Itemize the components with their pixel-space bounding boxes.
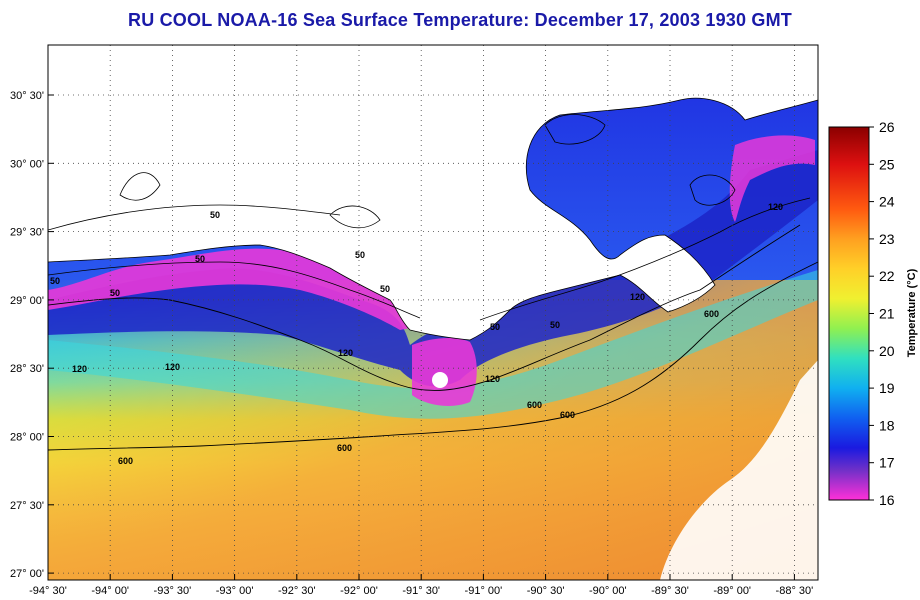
contour-label-600-e: 600 [704,309,719,319]
map-area: 50 50 50 50 50 50 50 50 120 120 120 120 … [48,45,818,580]
contour-label-600-c: 600 [527,400,542,410]
lon-tick-label: -94° 00' [91,585,129,597]
lake-pontchartrain [544,114,606,145]
contour-50-nearshore [48,204,341,231]
lat-tick-label: 30° 00' [10,158,44,170]
lon-tick-label: -91° 30' [402,585,440,597]
colorbar-tick-label: 20 [879,343,895,359]
lon-tick-label: -91° 00' [465,585,503,597]
lat-tick-label: 28° 00' [10,432,44,444]
colorbar-tick-label: 19 [879,380,895,396]
lon-tick-label: -90° 00' [589,585,627,597]
lon-tick-label: -93° 00' [216,585,254,597]
contour-label-50-b: 50 [110,288,120,298]
coldest-nearshore-west [48,248,410,330]
lat-tick-label: 27° 30' [10,500,44,512]
contour-label-50-f: 50 [380,284,390,294]
longitude-axis: -94° 30' -94° 00' -93° 30' -93° 00' -92° 30'… [29,574,813,597]
lat-tick-label: 29° 00' [10,295,44,307]
contour-label-600-b: 600 [337,443,352,453]
colorbar [828,126,870,501]
cloud-mask-patch [660,360,818,580]
map-frame [47,44,819,581]
contour-label-120-b: 120 [165,362,180,372]
contour-label-120-a: 120 [72,364,87,374]
contour-label-50-c: 50 [195,254,205,264]
cold-shelf-water [48,150,818,387]
contour-label-50-h: 50 [550,320,560,330]
contour-50-east [479,197,811,321]
lon-tick-label: -92° 00' [340,585,378,597]
contour-label-50-e: 50 [355,250,365,260]
contour-label-120-d: 120 [485,374,500,384]
cool-front [48,270,818,419]
colorbar-tick-label: 26 [879,119,895,135]
colorbar-tick-label: 18 [879,417,895,433]
contour-600 [48,261,818,451]
lon-tick-label: -90° 30' [527,585,565,597]
contour-label-120-f: 120 [768,202,783,212]
lat-tick-label: 29° 30' [10,227,44,239]
contour-label-50-d: 50 [210,210,220,220]
latitude-axis: 30° 30' 30° 00' 29° 30' 29° 00' 28° 30' 28° 0… [10,90,54,580]
contour-label-600-a: 600 [118,456,133,466]
contour-120 [48,224,801,391]
colorbar-tick-label: 16 [879,492,895,508]
contour-label-50-g: 50 [490,322,500,332]
colorbar-tick-label: 22 [879,268,895,284]
lat-tick-label: 27° 00' [10,568,44,580]
lon-tick-label: -92° 30' [278,585,316,597]
coldest-nearshore-east [729,135,815,222]
contour-label-600-d: 600 [560,410,575,420]
colorbar-ticks: 26 25 24 23 22 21 20 19 18 17 16 [869,119,895,508]
lat-tick-label: 30° 30' [10,90,44,102]
contour-label-120-c: 120 [338,348,353,358]
colorbar-tick-label: 17 [879,455,895,471]
colorbar-label: Temperature (°C) [906,268,918,357]
colorbar-tick-label: 24 [879,194,895,210]
lon-tick-label: -93° 30' [154,585,192,597]
sabine-lake [119,172,161,201]
contour-50-west [48,261,421,319]
cloud-mask-spot [432,372,448,388]
vermilion-bay [329,205,381,229]
lon-tick-label: -88° 30' [776,585,814,597]
lon-tick-label: -94° 30' [29,585,67,597]
lon-tick-label: -89° 30' [651,585,689,597]
colorbar-tick-label: 25 [879,156,895,172]
map-title: RU COOL NOAA-16 Sea Surface Temperature:… [128,10,792,30]
graticule [48,45,818,580]
colorbar-tick-label: 21 [879,306,895,322]
lat-tick-label: 28° 30' [10,363,44,375]
coldest-patch-central [412,338,477,406]
colorbar-tick-label: 23 [879,231,895,247]
lon-tick-label: -89° 00' [713,585,751,597]
land-coastline [48,45,818,341]
contour-label-50-a: 50 [50,276,60,286]
contour-label-120-e: 120 [630,292,645,302]
